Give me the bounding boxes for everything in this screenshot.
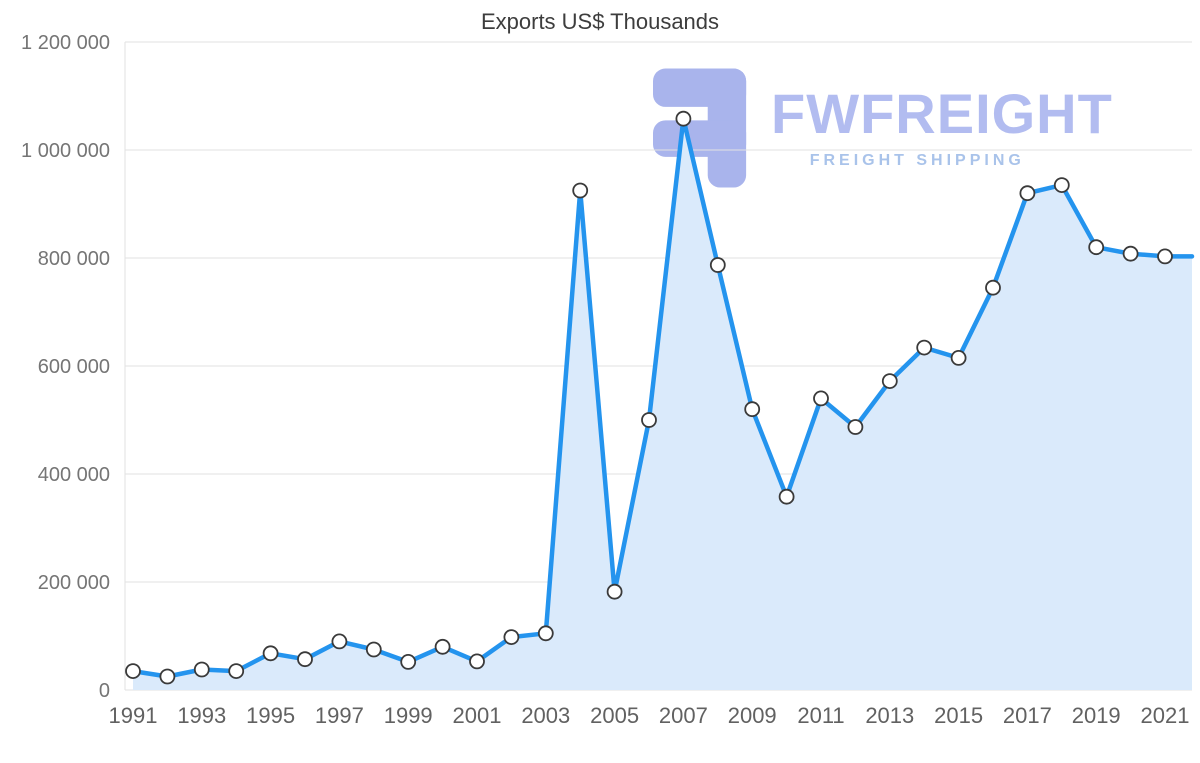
x-axis-tick-label: 2005 — [590, 703, 639, 728]
chart-title: Exports US$ Thousands — [480, 9, 720, 34]
data-point-marker — [537, 625, 554, 642]
x-axis-tick-label: 1997 — [315, 703, 364, 728]
data-point-marker — [1053, 177, 1070, 194]
x-axis-tick-label: 2007 — [659, 703, 708, 728]
data-point-marker — [950, 349, 967, 366]
data-point-marker — [125, 663, 141, 679]
data-point-marker — [641, 412, 657, 428]
data-point-marker — [1019, 185, 1036, 202]
data-point-marker — [985, 279, 1001, 296]
x-axis-tick-label: 1991 — [109, 703, 158, 728]
data-point-marker — [813, 390, 829, 407]
data-point-marker — [159, 668, 176, 685]
chart-area-fill — [133, 118, 1192, 690]
data-point-marker — [228, 663, 245, 679]
y-axis-tick-label: 1 200 000 — [21, 32, 110, 54]
data-point-marker — [331, 633, 348, 650]
x-axis-tick-label: 2021 — [1141, 703, 1190, 728]
data-point-marker — [434, 638, 451, 655]
data-point-marker — [262, 645, 279, 662]
y-axis-tick-label: 200 000 — [38, 572, 110, 594]
data-point-marker — [193, 661, 210, 678]
watermark-text: FWFREIGHT FREIGHT SHIPPING — [771, 68, 1113, 170]
data-point-marker — [916, 339, 933, 356]
x-axis-tick-label: 2001 — [453, 703, 502, 728]
data-point-marker — [778, 488, 795, 505]
x-axis-tick-label: 2011 — [797, 703, 844, 728]
data-point-marker — [675, 110, 692, 127]
data-point-marker — [400, 654, 417, 670]
data-point-marker — [881, 373, 898, 390]
y-axis-tick-label: 400 000 — [38, 464, 110, 486]
x-axis-tick-label: 1993 — [177, 703, 226, 728]
data-point-marker — [847, 419, 864, 435]
data-point-marker — [365, 641, 382, 658]
x-axis-tick-label: 2003 — [521, 703, 570, 728]
data-point-marker — [1122, 245, 1139, 262]
x-axis-tick-label: 2013 — [865, 703, 914, 728]
data-point-marker — [1088, 239, 1105, 256]
x-axis-tick-label: 2015 — [934, 703, 983, 728]
data-point-marker — [744, 401, 761, 418]
y-axis-tick-label: 1 000 000 — [21, 140, 110, 162]
data-point-marker — [469, 653, 485, 670]
y-axis-tick-label: 0 — [99, 680, 110, 702]
data-point-marker — [572, 182, 589, 199]
data-point-marker — [1157, 248, 1173, 265]
x-axis-tick-label: 1995 — [246, 703, 295, 728]
y-axis-tick-label: 600 000 — [38, 356, 110, 378]
x-axis-tick-label: 2009 — [728, 703, 777, 728]
data-point-marker — [606, 583, 623, 600]
watermark-brand-name: FWFREIGHT — [771, 82, 1113, 145]
brand-watermark: FWFREIGHT FREIGHT SHIPPING — [653, 68, 1113, 190]
data-point-marker — [297, 651, 313, 668]
x-axis-tick-label: 2017 — [1003, 703, 1052, 728]
y-axis-tick-label: 800 000 — [38, 248, 110, 270]
x-axis-tick-label: 2019 — [1072, 703, 1121, 728]
x-axis-tick-label: 1999 — [384, 703, 433, 728]
data-point-marker — [709, 257, 726, 273]
watermark-tagline: FREIGHT SHIPPING — [809, 152, 1025, 169]
fwfreight-logo-icon — [653, 68, 747, 188]
data-point-marker — [503, 629, 520, 645]
